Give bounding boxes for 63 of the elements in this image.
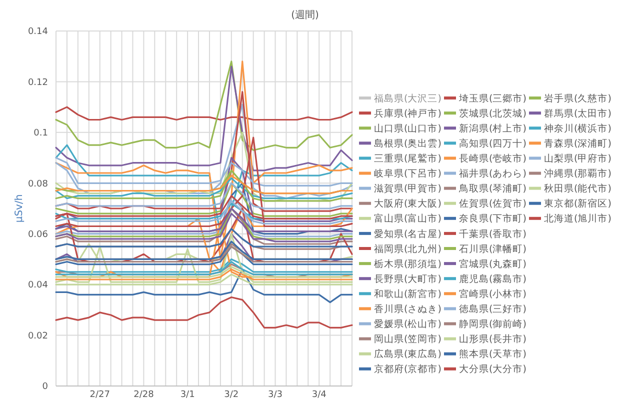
legend-label: 栃木県(那須塩) [374,258,442,270]
legend-label: 島根県(奥出雲) [374,137,442,150]
legend-label: 宮城県(丸森町) [459,258,526,270]
legend-label: 群馬県(太田市) [544,107,612,120]
legend-label: 北海道(旭川市) [544,212,612,225]
legend-label: 山口県(山口市) [374,122,442,134]
legend-label: 神奈川(横浜市) [544,122,612,134]
legend-label: 愛知県(名古屋) [374,228,442,240]
legend-label: 福島県(大沢三) [374,92,442,104]
x-tick-label: 3/1 [180,390,195,400]
x-tick-label: 2/27 [90,390,110,400]
legend-label: 埼玉県(三郷市) [458,92,526,104]
legend-label: 長野県(大町市) [374,272,442,285]
legend-label: 千葉県(香取市) [459,228,526,240]
legend-label: 新潟県(村上市) [459,122,526,134]
legend-label: 大阪府(東大阪) [374,198,442,210]
x-tick-label: 2/28 [134,390,154,400]
y-tick-label: 0.06 [28,230,48,240]
legend-label: 徳島県(三好市) [459,303,526,316]
y-tick-label: 0.12 [28,78,48,88]
legend-label: 山形県(長井市) [459,333,526,346]
y-tick-label: 0.02 [28,331,48,342]
legend-label: 和歌山(新宮市) [374,288,442,300]
legend-label: 石川県(津幡町) [459,242,526,255]
chart-title: (週間) [291,10,319,21]
y-tick-label: 0 [42,382,48,392]
legend-label: 沖縄県(那覇市) [544,168,612,180]
legend-label: 静岡県(御前崎) [459,318,526,330]
legend-label: 京都府(京都市) [374,363,442,376]
y-tick-label: 0.04 [28,280,48,291]
legend-label: 茨城県(北茨城) [459,107,526,120]
legend-label: 兵庫県(神戸市) [374,107,442,120]
legend-label: 大分県(大分市) [459,363,526,376]
legend-label: 熊本県(天草市) [459,348,526,360]
y-tick-label: 0.14 [28,27,48,38]
legend-label: 長崎県(壱岐市) [459,152,526,165]
legend-label: 鹿児島(霧島市) [459,272,526,285]
x-tick-label: 3/2 [224,390,239,400]
legend-label: 福井県(あわら) [459,168,526,180]
x-tick-label: 3/4 [312,390,327,400]
legend-label: 鳥取県(琴浦町) [458,182,526,195]
x-tick-label: 3/3 [268,390,282,400]
legend-label: 香川県(さぬき) [374,303,442,316]
y-axis-title: μSv/h [14,194,25,223]
legend-label: 岐阜県(下呂市) [374,168,442,180]
legend-label: 広島県(東広島) [374,348,442,360]
legend-label: 愛媛県(松山市) [374,318,442,330]
legend-label: 佐賀県(佐賀市) [459,198,526,210]
legend-label: 山梨県(甲府市) [544,152,612,165]
legend-label: 福岡県(北九州) [374,242,442,255]
legend-label: 滋賀県(甲賀市) [374,182,442,195]
legend-label: 岡山県(笠岡市) [374,333,442,346]
legend-label: 高知県(四万十) [459,137,526,150]
legend-label: 三重県(尾鷲市) [374,152,442,165]
y-tick-label: 0.08 [28,179,48,190]
y-tick-label: 0.1 [34,128,48,139]
legend-label: 宮崎県(小林市) [459,288,526,300]
legend-label: 東京都(新宿区) [544,198,612,210]
legend-label: 岩手県(久慈市) [544,92,612,104]
legend-label: 秋田県(能代市) [544,182,612,195]
legend-label: 青森県(深浦町) [544,137,612,150]
legend-label: 富山県(富山市) [374,212,442,225]
legend-label: 奈良県(下市町) [459,212,526,225]
